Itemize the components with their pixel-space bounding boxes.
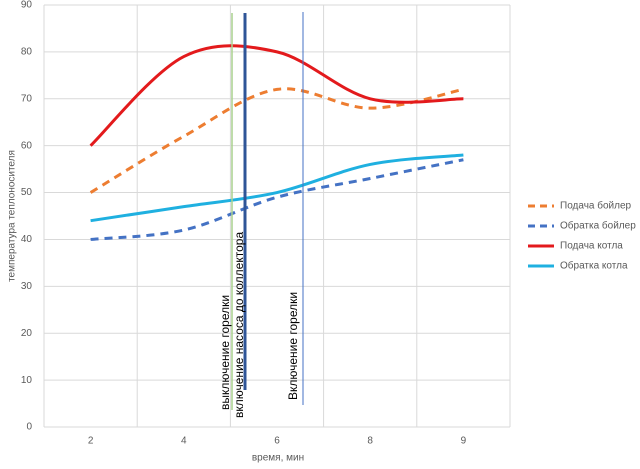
y-tick-label: 30 [21, 281, 33, 292]
x-tick-label: 6 [274, 436, 280, 447]
y-tick-label: 90 [21, 0, 33, 11]
x-tick-label: 2 [88, 436, 94, 447]
y-tick-label: 80 [21, 47, 33, 58]
series-line [89, 44, 464, 147]
legend-label: Подача бойлер [560, 200, 632, 212]
legend-label: Обратка котла [560, 260, 628, 272]
x-tick-label: 8 [367, 436, 373, 447]
legend-label: Подача котла [560, 241, 623, 252]
series-line [90, 153, 464, 223]
y-tick-label: 70 [21, 93, 33, 104]
y-tick-label: 10 [21, 375, 33, 386]
x-tick-label: 9 [461, 436, 467, 447]
y-tick-label: 0 [26, 422, 32, 433]
y-axis-title: температура теплоносителя [7, 150, 18, 282]
series-line [90, 158, 464, 241]
y-tick-label: 40 [21, 234, 33, 245]
y-tick-label: 20 [21, 328, 33, 339]
legend-label: Обратка бойлер [560, 220, 636, 232]
x-tick-label: 4 [181, 436, 187, 447]
y-tick-label: 60 [21, 140, 33, 151]
annotation-text: выключение горелки [218, 295, 232, 410]
annotation-text: Включение горелки [286, 292, 300, 400]
series-line [89, 87, 464, 194]
annotation-text: включение насоса до коллектора [232, 232, 246, 418]
y-tick-label: 50 [21, 187, 33, 198]
x-axis-title: время, мин [252, 453, 304, 464]
